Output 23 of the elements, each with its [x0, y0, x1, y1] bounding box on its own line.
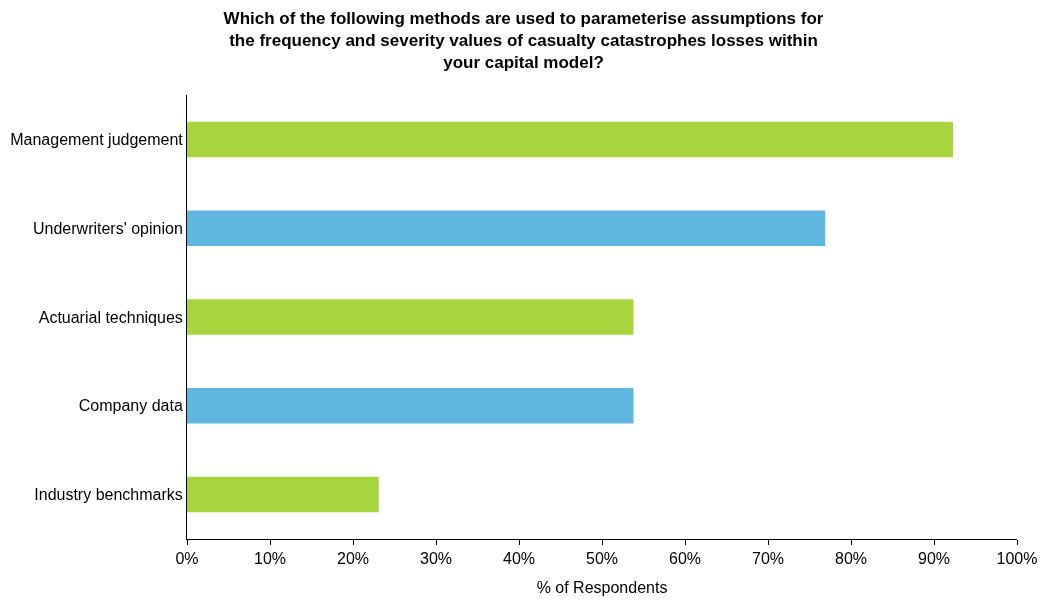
- x-tick-label: 100%: [996, 550, 1038, 568]
- bar: [187, 299, 634, 335]
- y-tick-label: Company data: [78, 397, 183, 415]
- x-tick-label: 80%: [834, 550, 868, 568]
- x-tick-label: 40%: [502, 550, 536, 568]
- x-tick-label: 70%: [751, 550, 785, 568]
- y-tick-label: Actuarial techniques: [38, 308, 183, 326]
- x-tick-label: 50%: [585, 550, 619, 568]
- y-tick-label: Management judgement: [10, 131, 184, 148]
- y-tick-label: Underwriters' opinion: [33, 219, 183, 237]
- chart-title: Which of the following methods are used to parameterise assumptions for the frequency and severity values of casualty catastrophes losses within your capital model?: [223, 9, 824, 73]
- x-tick-label: 30%: [419, 550, 453, 568]
- x-tick-label: 0%: [175, 550, 199, 568]
- bar: [187, 121, 954, 158]
- x-tick-label: 20%: [336, 550, 370, 568]
- x-tick-label: 10%: [253, 550, 287, 568]
- x-tick-label: 60%: [668, 550, 702, 568]
- bar: [187, 210, 826, 246]
- bar: [187, 388, 634, 424]
- x-tick-label: 90%: [917, 550, 951, 568]
- y-tick-label: Industry benchmarks: [34, 486, 183, 504]
- x-axis-title: % of Respondents: [536, 578, 668, 596]
- bar: [187, 476, 379, 513]
